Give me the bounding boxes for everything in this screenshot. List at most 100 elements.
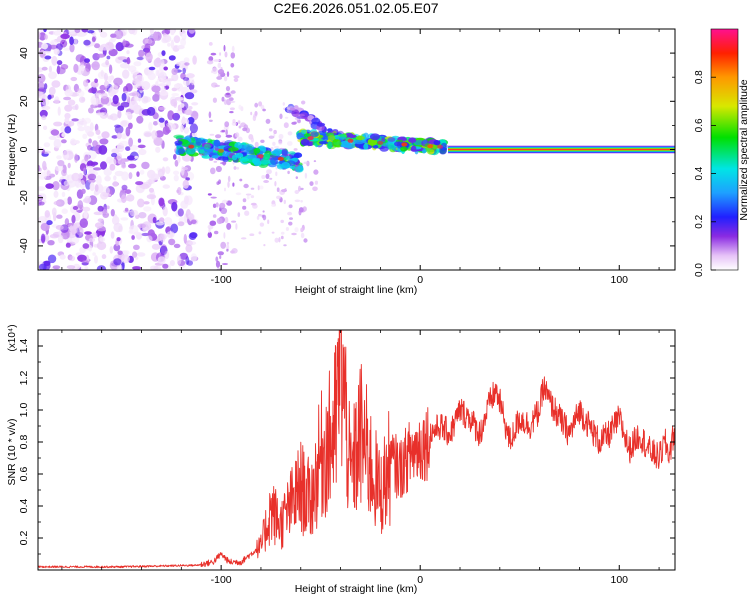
noise-speckle bbox=[139, 169, 145, 175]
noise-speckle bbox=[254, 102, 259, 108]
noise-speckle bbox=[278, 237, 281, 243]
signal-peak bbox=[377, 140, 384, 145]
noise-speckle bbox=[278, 140, 283, 145]
noise-speckle bbox=[111, 152, 118, 158]
noise-speckle bbox=[113, 222, 123, 233]
signal-track bbox=[253, 147, 261, 154]
noise-speckle bbox=[191, 102, 199, 106]
noise-speckle bbox=[242, 127, 248, 132]
noise-speckle bbox=[230, 52, 236, 59]
noise-speckle bbox=[78, 96, 86, 103]
signal-track bbox=[289, 165, 296, 170]
noise-speckle bbox=[304, 172, 308, 179]
noise-speckle bbox=[244, 210, 250, 216]
noise-speckle bbox=[101, 254, 107, 260]
signal-peak bbox=[437, 144, 444, 149]
noise-speckle bbox=[42, 165, 48, 171]
noise-speckle bbox=[111, 135, 119, 139]
noise-speckle bbox=[70, 76, 78, 82]
noise-speckle bbox=[133, 96, 139, 102]
noise-speckle bbox=[144, 43, 151, 53]
noise-speckle bbox=[291, 121, 297, 125]
noise-speckle bbox=[160, 59, 165, 67]
noise-speckle bbox=[137, 138, 142, 143]
noise-speckle bbox=[179, 103, 185, 108]
noise-speckle bbox=[314, 180, 318, 185]
snr-xlabel: Height of straight line (km) bbox=[295, 583, 418, 595]
noise-speckle bbox=[153, 31, 159, 41]
noise-speckle bbox=[69, 255, 76, 262]
signal-track bbox=[217, 156, 229, 161]
noise-speckle bbox=[121, 194, 127, 204]
colorbar-tick-label: 0.0 bbox=[694, 263, 705, 277]
signal-peak bbox=[401, 142, 408, 147]
noise-speckle bbox=[64, 126, 72, 134]
noise-speckle bbox=[99, 31, 108, 38]
noise-speckle bbox=[92, 31, 97, 37]
signal-peak bbox=[277, 156, 284, 161]
noise-speckle bbox=[284, 188, 287, 192]
noise-speckle bbox=[220, 241, 227, 249]
noise-speckle bbox=[152, 216, 157, 224]
noise-speckle bbox=[238, 104, 242, 110]
noise-speckle bbox=[53, 121, 63, 127]
noise-speckle bbox=[48, 86, 56, 96]
noise-speckle bbox=[125, 111, 132, 116]
noise-speckle bbox=[96, 241, 107, 251]
signal-track bbox=[239, 157, 250, 162]
noise-speckle bbox=[170, 29, 175, 36]
signal-track bbox=[281, 148, 288, 156]
noise-speckle bbox=[282, 102, 285, 106]
noise-speckle bbox=[231, 220, 237, 223]
noise-speckle bbox=[92, 167, 102, 171]
noise-speckle bbox=[274, 237, 279, 243]
noise-speckle bbox=[229, 107, 235, 111]
noise-speckle bbox=[221, 199, 228, 204]
noise-speckle bbox=[81, 188, 86, 194]
noise-speckle bbox=[71, 214, 76, 224]
noise-speckle bbox=[114, 29, 124, 40]
noise-speckle bbox=[141, 81, 151, 90]
noise-speckle bbox=[99, 84, 106, 91]
noise-speckle bbox=[181, 116, 186, 125]
noise-speckle bbox=[208, 227, 211, 234]
noise-speckle bbox=[82, 133, 88, 139]
noise-speckle bbox=[84, 266, 89, 270]
noise-speckle bbox=[129, 209, 139, 217]
noise-speckle bbox=[38, 73, 46, 83]
noise-speckle bbox=[180, 124, 184, 133]
noise-speckle bbox=[171, 201, 178, 212]
noise-speckle bbox=[234, 132, 240, 138]
noise-speckle bbox=[173, 35, 181, 44]
noise-speckle bbox=[291, 232, 297, 236]
colorbar-tick-label: 0.2 bbox=[694, 214, 705, 228]
noise-speckle bbox=[129, 226, 134, 230]
noise-speckle bbox=[52, 181, 60, 191]
noise-speckle bbox=[61, 191, 66, 197]
noise-speckle bbox=[56, 214, 63, 219]
noise-speckle bbox=[240, 237, 247, 240]
snr-ylabel: SNR (10 * v/v) bbox=[6, 418, 18, 485]
noise-speckle bbox=[151, 243, 161, 250]
noise-speckle bbox=[236, 167, 240, 170]
noise-speckle bbox=[97, 104, 102, 108]
noise-speckle bbox=[146, 194, 157, 200]
noise-speckle bbox=[40, 233, 46, 243]
noise-speckle bbox=[150, 265, 159, 270]
y-tick-label: 40 bbox=[18, 47, 30, 59]
noise-speckle bbox=[97, 53, 106, 58]
noise-speckle bbox=[87, 145, 93, 151]
noise-speckle bbox=[51, 55, 58, 66]
signal-track bbox=[372, 145, 379, 149]
noise-speckle bbox=[109, 246, 114, 254]
noise-speckle bbox=[224, 51, 228, 58]
noise-speckle bbox=[158, 117, 165, 123]
y-tick-label: 1.4 bbox=[18, 339, 30, 354]
noise-speckle bbox=[265, 173, 270, 179]
noise-speckle bbox=[250, 195, 255, 199]
signal-track bbox=[363, 143, 369, 150]
noise-speckle bbox=[226, 222, 232, 230]
noise-speckle bbox=[88, 138, 92, 144]
noise-speckle bbox=[55, 225, 64, 230]
x-tick-label: 0 bbox=[417, 574, 423, 586]
